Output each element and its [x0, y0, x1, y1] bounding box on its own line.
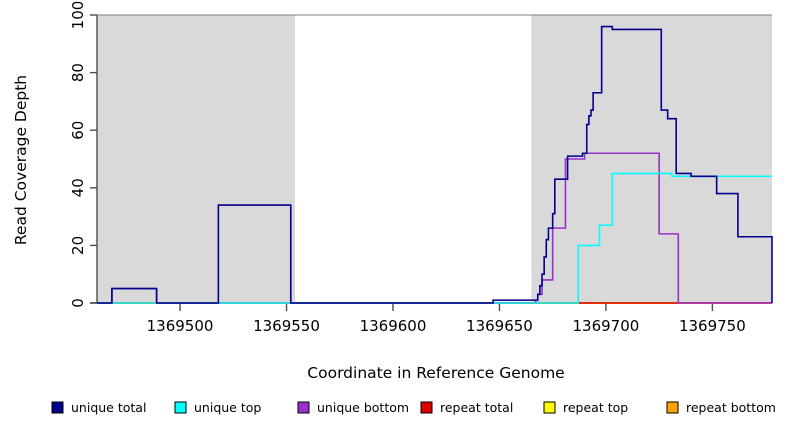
shaded-regions: [97, 15, 772, 303]
legend-swatch-unique-bottom[interactable]: [297, 401, 310, 414]
y-axis-title: Read Coverage Depth: [12, 75, 30, 245]
x-tick-label: 1369700: [573, 317, 640, 335]
legend-swatch-repeat-bottom[interactable]: [666, 401, 679, 414]
legend-label-repeat-total: repeat total: [440, 400, 513, 415]
legend-label-repeat-bottom: repeat bottom: [686, 400, 776, 415]
x-tick-label: 1369500: [147, 317, 214, 335]
x-tick-labels: 1369500 1369550 1369600 1369650 1369700 13697…: [147, 317, 746, 335]
series-line-unique-top: [97, 172, 772, 304]
series-lines: [97, 25, 773, 304]
x-tick-label: 1369750: [679, 317, 746, 335]
x-axis-title: Coordinate in Reference Genome: [307, 364, 564, 382]
y-tick-label: 0: [69, 298, 87, 308]
x-tick-label: 1369600: [360, 317, 427, 335]
y-tick-label: 80: [69, 63, 87, 82]
legend-swatch-unique-top[interactable]: [174, 401, 187, 414]
legend: unique total unique top unique bottom repea…: [51, 400, 776, 415]
y-tick-label: 40: [69, 178, 87, 197]
series-line-unique-total: [97, 25, 773, 304]
repeat-annotation-region-1: [97, 15, 296, 303]
legend-swatch-unique-total[interactable]: [51, 401, 64, 414]
legend-label-unique-bottom: unique bottom: [317, 400, 409, 415]
y-tick-label: 20: [69, 236, 87, 255]
legend-label-repeat-top: repeat top: [563, 400, 628, 415]
legend-swatch-repeat-top[interactable]: [543, 401, 556, 414]
y-tick-labels: 0 20 40 60 80 100: [69, 1, 87, 308]
legend-label-unique-top: unique top: [194, 400, 261, 415]
legend-swatch-repeat-total[interactable]: [420, 401, 433, 414]
legend-label-unique-total: unique total: [71, 400, 146, 415]
x-tick-label: 1369550: [253, 317, 320, 335]
y-tick-label: 100: [69, 1, 87, 30]
y-tick-label: 60: [69, 121, 87, 140]
x-tick-label: 1369650: [466, 317, 533, 335]
